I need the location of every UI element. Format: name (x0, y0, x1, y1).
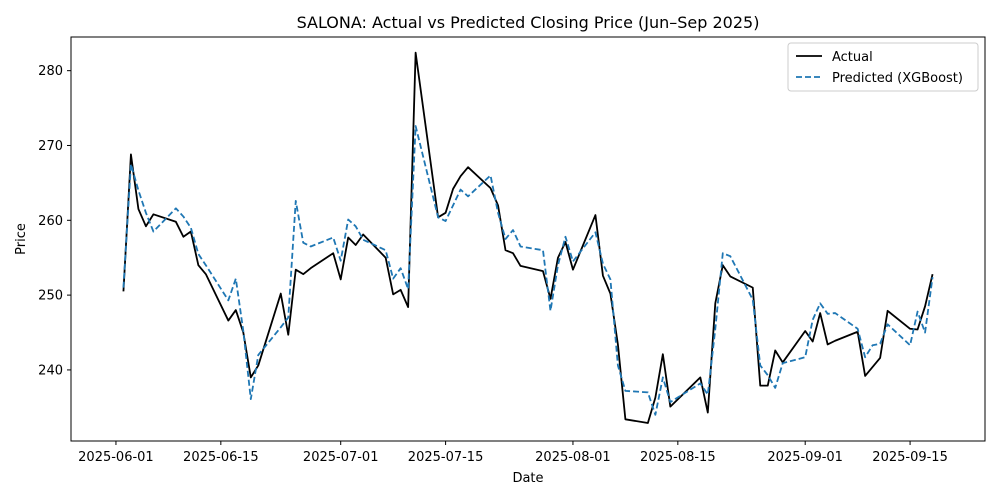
legend-label-predicted: Predicted (XGBoost) (832, 71, 963, 86)
x-tick-label: 2025-09-01 (767, 450, 843, 465)
x-tick-label: 2025-06-15 (183, 450, 259, 465)
x-tick-label: 2025-07-01 (303, 450, 379, 465)
legend-box (787, 42, 979, 92)
x-tick-label: 2025-06-01 (78, 450, 154, 465)
series-predicted (122, 125, 934, 416)
legend-label-actual: Actual (832, 50, 873, 65)
series-line-predicted (122, 125, 934, 416)
y-axis-label: Price (14, 223, 29, 255)
y-tick-label: 270 (38, 139, 63, 154)
plot-area (122, 51, 934, 424)
y-tick-label: 250 (38, 289, 63, 304)
plot-frame (70, 36, 986, 442)
x-axis-label: Date (512, 471, 543, 486)
series-line-actual (122, 51, 934, 424)
x-tick-label: 2025-09-15 (872, 450, 948, 465)
series-actual (122, 51, 934, 424)
y-tick-label: 260 (38, 214, 63, 229)
y-tick-label: 240 (38, 363, 63, 378)
axis-ticks: 2025-06-01 2025-06-15 2025-07-01 2025-07-15… (38, 64, 948, 465)
x-tick-label: 2025-08-15 (640, 450, 716, 465)
legend: Actual Predicted (XGBoost) (787, 42, 979, 92)
chart-title: SALONA: Actual vs Predicted Closing Pric… (297, 13, 760, 32)
y-tick-label: 280 (38, 64, 63, 79)
x-tick-label: 2025-08-01 (535, 450, 611, 465)
x-tick-label: 2025-07-15 (408, 450, 484, 465)
